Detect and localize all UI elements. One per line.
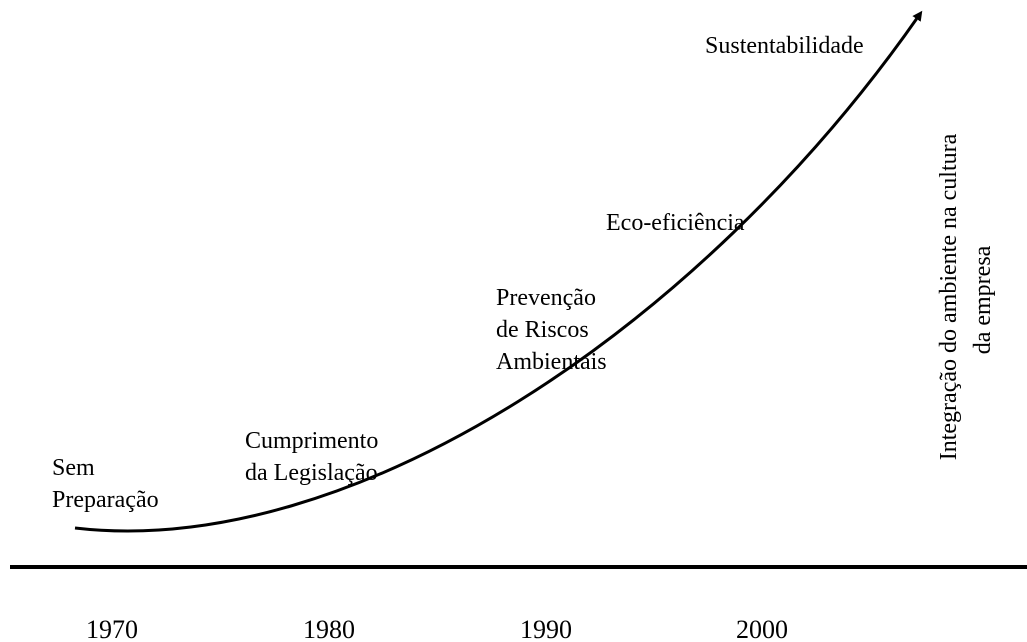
- year-label: 1980: [303, 615, 355, 642]
- stage-label: Sustentabilidade: [705, 33, 864, 59]
- stage-label: Ambientais: [496, 349, 607, 375]
- stage-label: Preparação: [52, 487, 159, 513]
- stage-label: Prevenção: [496, 285, 596, 311]
- side-label: da empresa: [970, 245, 996, 354]
- stage-label: de Riscos: [496, 317, 589, 343]
- stage-label: da Legislação: [245, 460, 378, 486]
- year-label: 2000: [736, 615, 788, 642]
- stage-label: Eco-eficiência: [606, 210, 745, 236]
- side-label: Integração do ambiente na cultura: [936, 133, 962, 460]
- growth-curve: [74, 10, 923, 533]
- year-label: 1990: [520, 615, 572, 642]
- year-label: 1970: [86, 615, 138, 642]
- stage-label: Sem: [52, 455, 95, 481]
- stage-label: Cumprimento: [245, 428, 378, 454]
